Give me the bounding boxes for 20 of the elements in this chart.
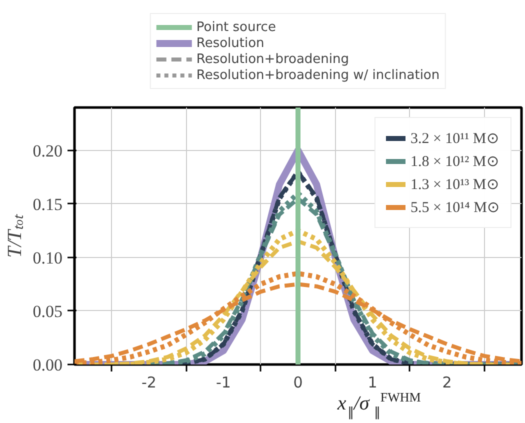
- x-tick-label: 0: [293, 374, 303, 392]
- y-tick-label: 0.15: [32, 194, 62, 214]
- legend-label: 1.8 × 10¹² M⊙: [410, 152, 500, 170]
- y-tick-label: 0.05: [32, 302, 62, 321]
- y-tick-label: 0.20: [32, 141, 62, 160]
- y-tick-label: 0.10: [32, 248, 62, 268]
- legend-label: 1.3 × 10¹³ M⊙: [410, 176, 500, 194]
- x-tick-label: -2: [142, 374, 156, 392]
- x-tick-label: -1: [216, 374, 231, 392]
- y-axis-title: T/Tₜₒₜ: [4, 213, 26, 258]
- x-axis-title: x∥/σ∥FWHM: [336, 390, 422, 420]
- text: Resolution+broadening w/ inclination: [196, 67, 440, 83]
- y-tick-label: 0.00: [32, 356, 62, 374]
- legend-label: 5.5 × 10¹⁴ M⊙: [410, 198, 500, 216]
- legend-label: Point source: [196, 19, 276, 35]
- legend-label: Resolution: [196, 35, 264, 51]
- text: Resolution+broadening: [196, 51, 350, 67]
- legend-label: 3.2 × 10¹¹ M⊙: [410, 130, 500, 148]
- x-tick-label: 2: [442, 374, 452, 392]
- x-tick-label: 1: [368, 374, 378, 392]
